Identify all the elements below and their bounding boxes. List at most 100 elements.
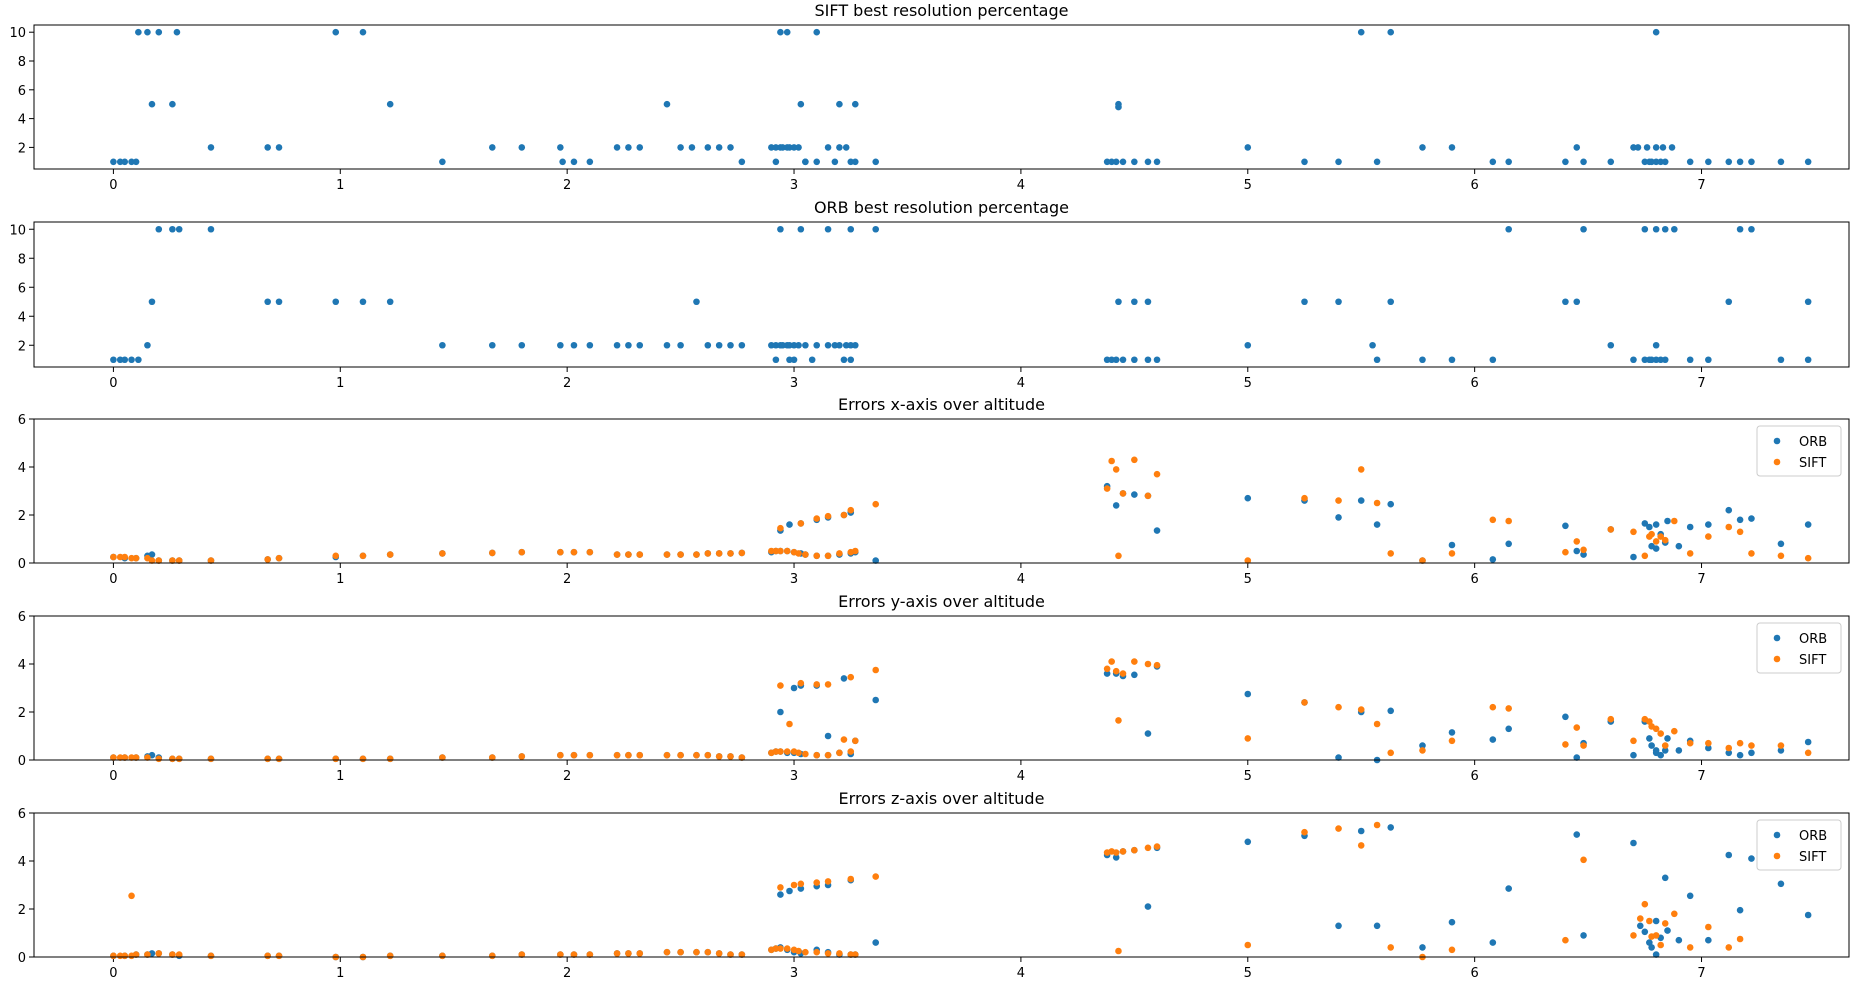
data-point <box>1489 516 1497 524</box>
data-point <box>1777 747 1785 754</box>
data-point <box>1112 667 1120 675</box>
data-point <box>1301 494 1308 502</box>
data-point <box>727 951 734 958</box>
subplot-4: Errors y-axis over altitude 0 1 2 3 4 5 6 7 0 2 4 6 O… <box>18 592 1850 784</box>
x-tick-label: 1 <box>336 769 344 784</box>
data-point <box>1335 703 1342 711</box>
data-point <box>1736 528 1744 536</box>
data-point <box>824 552 832 560</box>
data-point <box>636 341 644 349</box>
legend-marker-sift <box>1773 655 1781 663</box>
data-point <box>359 755 367 763</box>
data-point <box>1804 554 1812 562</box>
data-point <box>1335 158 1342 166</box>
data-point <box>1373 356 1381 364</box>
data-point <box>1705 356 1712 364</box>
data-point <box>727 550 734 557</box>
data-point <box>790 684 798 692</box>
data-point <box>1103 665 1111 673</box>
data-point <box>1153 158 1161 166</box>
data-point <box>786 356 793 364</box>
data-point <box>1736 739 1744 747</box>
data-point <box>777 891 784 898</box>
subplot-2: ORB best resolution percentage 0 1 2 3 4 5 6 7 2 4… <box>9 198 1850 391</box>
data-point <box>1705 158 1712 166</box>
data-point <box>813 28 821 36</box>
x-tick-label: 1 <box>336 966 344 981</box>
data-point <box>488 549 496 557</box>
data-point <box>1652 158 1660 166</box>
data-point <box>1387 550 1395 557</box>
y-tick-label: 8 <box>18 252 26 267</box>
data-point <box>677 751 684 759</box>
data-point <box>1661 536 1669 544</box>
data-point <box>836 550 843 557</box>
data-point <box>840 736 848 743</box>
data-point <box>738 951 746 958</box>
data-point <box>1648 742 1655 749</box>
data-point <box>1153 843 1161 850</box>
data-point <box>693 751 700 759</box>
data-point <box>116 553 124 561</box>
data-point <box>1115 717 1122 724</box>
data-point <box>148 100 156 108</box>
data-point <box>1119 490 1127 497</box>
data-point <box>824 950 832 957</box>
data-point <box>1671 727 1678 735</box>
data-point <box>1387 749 1395 757</box>
legend: ORB SIFT <box>1756 425 1842 477</box>
data-point <box>1777 540 1785 548</box>
subplot-title: Errors y-axis over altitude <box>838 592 1045 611</box>
data-point <box>1661 158 1669 166</box>
data-point <box>148 557 156 564</box>
data-point <box>1562 936 1569 944</box>
data-point <box>518 753 526 760</box>
data-point <box>663 948 671 956</box>
y-tick-label: 4 <box>18 310 26 325</box>
x-tick-label: 6 <box>1471 966 1479 981</box>
x-tick-label: 2 <box>563 376 571 391</box>
data-point <box>1373 720 1381 728</box>
data-point <box>831 158 839 166</box>
data-point <box>842 144 850 151</box>
data-point <box>132 554 140 562</box>
data-point <box>128 892 135 900</box>
data-point <box>802 750 809 758</box>
data-point <box>169 225 176 233</box>
legend-label-sift: SIFT <box>1799 653 1826 668</box>
data-point <box>693 298 700 306</box>
y-tick-label: 10 <box>9 26 26 41</box>
data-point <box>359 552 367 560</box>
y-tick-label: 4 <box>18 113 26 128</box>
data-point <box>1144 298 1152 306</box>
data-point <box>1630 144 1637 151</box>
x-tick-label: 6 <box>1471 572 1479 587</box>
data-point <box>1630 839 1637 847</box>
series-orb <box>110 482 1812 564</box>
data-point <box>116 754 124 761</box>
data-point <box>786 521 793 528</box>
data-point <box>1777 552 1785 560</box>
data-point <box>332 552 340 560</box>
data-point <box>1357 466 1365 473</box>
data-point <box>1705 936 1712 944</box>
data-point <box>1777 742 1785 749</box>
x-tick-label: 7 <box>1697 769 1705 784</box>
data-point <box>1573 831 1581 838</box>
data-point <box>1607 526 1615 533</box>
data-point <box>1661 356 1669 364</box>
data-point <box>1573 724 1581 731</box>
data-point <box>847 158 855 166</box>
data-point <box>1573 144 1581 151</box>
y-tick-label: 2 <box>18 903 26 918</box>
data-point <box>677 144 684 151</box>
data-point <box>777 547 784 555</box>
data-point <box>636 751 644 759</box>
data-point <box>872 873 880 880</box>
data-point <box>1661 747 1669 754</box>
data-point <box>1373 922 1381 930</box>
data-point <box>275 952 283 960</box>
data-point <box>1244 341 1252 349</box>
legend: ORB SIFT <box>1756 819 1842 871</box>
axes-frame <box>33 615 1850 761</box>
